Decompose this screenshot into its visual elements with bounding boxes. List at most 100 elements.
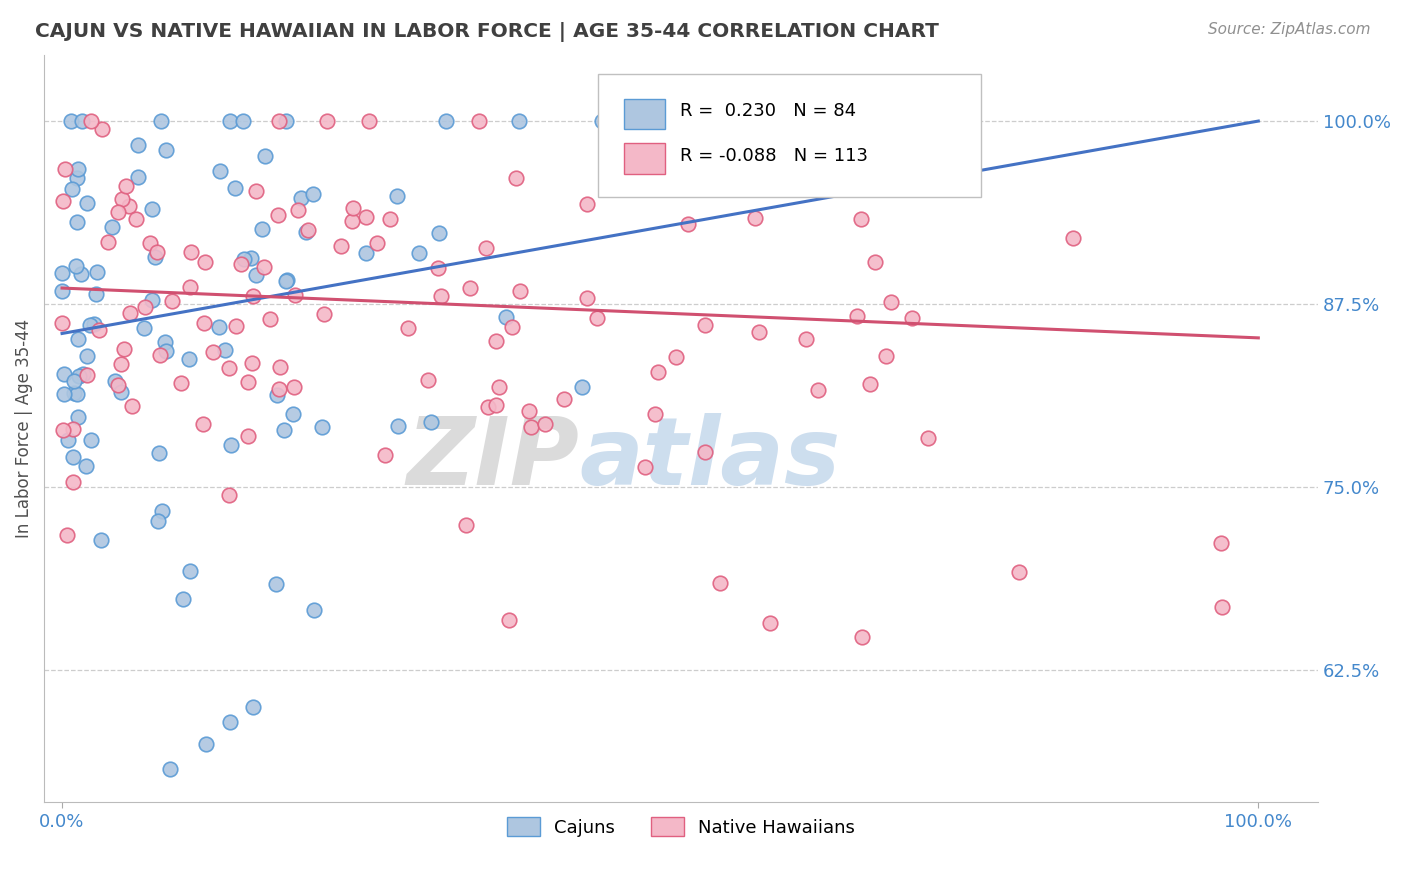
Point <box>91 121 114 136</box>
Point <box>475 241 498 255</box>
Point <box>267 208 290 222</box>
Point <box>101 220 124 235</box>
Point <box>553 392 575 406</box>
Point <box>86 287 108 301</box>
Point <box>250 222 273 236</box>
Point <box>807 383 830 397</box>
Point <box>1062 231 1084 245</box>
Point <box>239 252 262 266</box>
Point <box>488 380 510 394</box>
Point <box>218 714 240 729</box>
FancyBboxPatch shape <box>624 144 665 174</box>
Text: ZIP: ZIP <box>406 413 579 505</box>
Point <box>312 307 335 321</box>
Point <box>495 310 517 325</box>
Point <box>316 114 339 128</box>
Point <box>155 144 177 158</box>
Point <box>591 114 613 128</box>
Point <box>1008 566 1031 580</box>
Point <box>254 149 277 163</box>
Point <box>70 267 93 281</box>
Point <box>644 163 666 178</box>
Point <box>179 280 201 294</box>
Point <box>245 185 267 199</box>
Point <box>340 214 363 228</box>
Point <box>172 591 194 606</box>
Point <box>107 377 129 392</box>
Point <box>51 266 73 280</box>
Point <box>264 577 287 591</box>
Point <box>851 630 873 644</box>
Point <box>387 188 409 202</box>
Point <box>90 533 112 547</box>
Point <box>150 504 173 518</box>
Point <box>644 407 666 421</box>
Legend: Cajuns, Native Hawaiians: Cajuns, Native Hawaiians <box>498 808 865 846</box>
Point <box>193 417 215 431</box>
Point <box>104 374 127 388</box>
Point <box>571 380 593 394</box>
Point <box>141 202 163 216</box>
Point <box>485 334 508 349</box>
Point <box>52 387 75 401</box>
Point <box>485 398 508 412</box>
Point <box>427 226 450 240</box>
Point <box>72 114 94 128</box>
Point <box>179 565 201 579</box>
Y-axis label: In Labor Force | Age 35-44: In Labor Force | Age 35-44 <box>15 319 32 538</box>
Point <box>86 265 108 279</box>
Point <box>209 163 232 178</box>
Point <box>661 159 683 173</box>
Point <box>155 343 177 358</box>
Point <box>194 254 217 268</box>
Point <box>576 291 599 305</box>
Point <box>301 186 323 201</box>
Point <box>418 373 440 387</box>
Point <box>51 317 73 331</box>
Point <box>295 226 318 240</box>
Text: R = -0.088   N = 113: R = -0.088 N = 113 <box>681 147 868 165</box>
Point <box>242 289 264 303</box>
Point <box>201 344 224 359</box>
Point <box>162 294 184 309</box>
Point <box>218 360 240 375</box>
Point <box>695 445 717 459</box>
Point <box>468 114 491 128</box>
Point <box>311 420 333 434</box>
Point <box>374 448 396 462</box>
Point <box>880 294 903 309</box>
Point <box>208 320 231 334</box>
Point <box>290 191 312 205</box>
Point <box>575 197 598 211</box>
Text: R =  0.230   N = 84: R = 0.230 N = 84 <box>681 103 856 120</box>
Point <box>676 218 699 232</box>
Point <box>149 348 172 362</box>
Point <box>408 246 430 260</box>
Point <box>111 192 134 206</box>
Point <box>127 170 149 185</box>
Point <box>744 211 766 225</box>
Point <box>851 211 873 226</box>
Point <box>56 433 79 447</box>
Point <box>80 433 103 447</box>
Point <box>62 385 84 400</box>
Point <box>193 317 215 331</box>
Point <box>855 114 877 128</box>
Point <box>118 199 141 213</box>
Point <box>232 114 254 128</box>
Point <box>67 368 90 383</box>
Point <box>253 260 276 274</box>
Point <box>51 284 73 298</box>
Point <box>67 410 90 425</box>
Point <box>276 273 298 287</box>
Point <box>901 310 924 325</box>
Point <box>517 404 540 418</box>
Point <box>66 387 89 401</box>
Point <box>214 343 236 357</box>
Point <box>917 431 939 445</box>
Point <box>52 194 75 209</box>
Point <box>508 114 530 128</box>
Point <box>66 332 89 346</box>
Point <box>242 700 264 714</box>
Point <box>60 182 83 196</box>
